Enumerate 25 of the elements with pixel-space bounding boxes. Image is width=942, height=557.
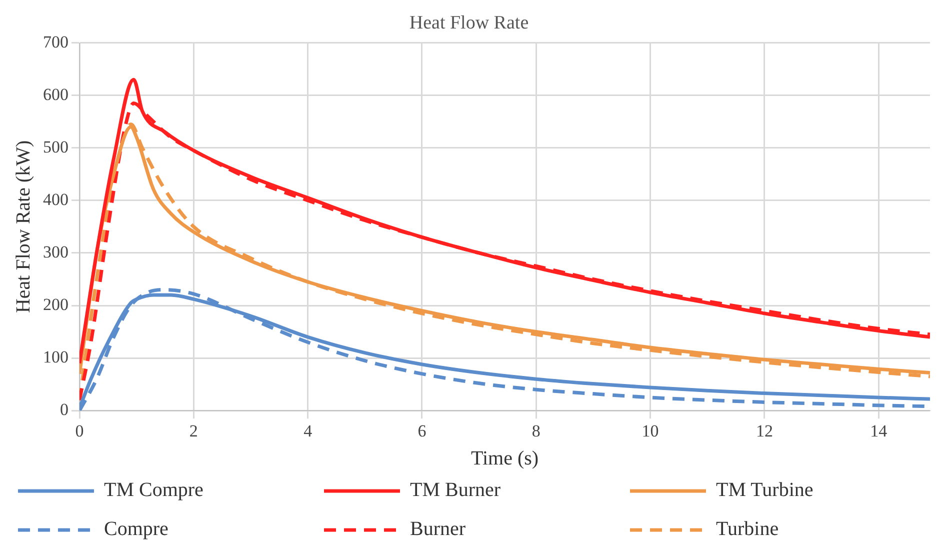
legend-label: Burner	[410, 518, 466, 541]
y-tick-label: 0	[60, 400, 68, 420]
y-tick-label: 600	[43, 84, 68, 104]
x-tick-label: 2	[189, 421, 198, 440]
legend-label: Compre	[104, 518, 168, 541]
y-axis-title: Heat Flow Rate (kW)	[12, 140, 34, 314]
y-tick-label: 400	[43, 190, 68, 209]
x-tick-label: 10	[642, 421, 659, 440]
x-tick-label: 0	[75, 421, 84, 440]
x-tick-label: 4	[304, 421, 313, 440]
y-tick-label: 200	[43, 294, 68, 314]
legend-label: TM Turbine	[716, 479, 814, 502]
y-tick-label: 500	[43, 137, 68, 156]
x-tick-label: 6	[418, 421, 426, 440]
x-tick-label: 8	[532, 421, 540, 440]
legend-label: TM Burner	[410, 479, 501, 502]
x-tick-label: 12	[756, 421, 773, 440]
y-tick-label: 100	[43, 348, 68, 367]
legend-label: Turbine	[716, 518, 779, 541]
y-tick-label: 700	[43, 32, 68, 52]
legend-label: TM Compre	[104, 479, 204, 502]
x-tick-label: 14	[870, 421, 888, 440]
y-tick-label: 300	[43, 242, 68, 262]
chart-title: Heat Flow Rate	[409, 12, 529, 34]
x-axis-title: Time (s)	[470, 447, 539, 470]
